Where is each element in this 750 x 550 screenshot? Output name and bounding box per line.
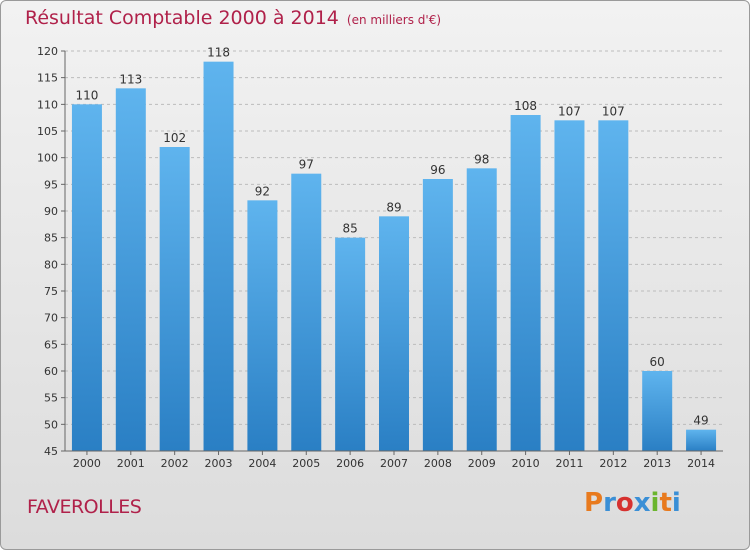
y-tick-label: 90 (44, 205, 58, 218)
x-tick-label-2004: 2004 (248, 457, 276, 470)
x-tick-label-2005: 2005 (292, 457, 320, 470)
value-label-2010: 108 (514, 99, 537, 113)
x-tick-label-2002: 2002 (161, 457, 189, 470)
x-tick-label-2009: 2009 (468, 457, 496, 470)
x-tick-label-2000: 2000 (73, 457, 101, 470)
bar-2009 (466, 168, 497, 452)
y-tick-label: 100 (37, 152, 58, 165)
x-tick-label-2007: 2007 (380, 457, 408, 470)
bar-2004 (247, 200, 278, 451)
value-label-2013: 60 (650, 355, 665, 369)
bar-2008 (422, 179, 453, 451)
logo-letter: o (615, 488, 634, 518)
y-tick-label: 75 (44, 285, 58, 298)
value-label-2000: 110 (75, 88, 98, 102)
labels: 45 50 55 60 65 70 75 80 85 90 95 100 105 110 115 120 110… (37, 45, 715, 470)
value-label-2006: 85 (342, 222, 357, 236)
x-tick-label-2006: 2006 (336, 457, 364, 470)
proxiti-logo: Proxiti (584, 488, 681, 518)
bar-2006 (335, 237, 366, 451)
logo-letter: i (650, 488, 660, 518)
value-label-2009: 98 (474, 152, 489, 166)
y-tick-label: 50 (44, 418, 58, 431)
y-tick-label: 65 (44, 338, 58, 351)
value-label-2008: 96 (430, 163, 445, 177)
chart-subtitle: (en milliers d'€) (346, 13, 442, 27)
logo-letter: t (659, 488, 672, 518)
bar-2010 (510, 115, 541, 451)
y-tick-label: 105 (37, 125, 58, 138)
bar-2013 (642, 371, 673, 451)
y-tick-label: 70 (44, 312, 58, 325)
value-label-2002: 102 (163, 131, 186, 145)
y-tick-label: 85 (44, 232, 58, 245)
axes (61, 50, 723, 455)
x-tick-label-2011: 2011 (555, 457, 583, 470)
value-label-2005: 97 (299, 158, 314, 172)
bar-2011 (554, 120, 585, 451)
town-name: FAVEROLLES (27, 496, 142, 518)
logo-letter: P (584, 488, 604, 518)
bar-2005 (291, 173, 322, 451)
bar-2007 (379, 216, 409, 451)
x-tick-label-2012: 2012 (599, 457, 627, 470)
bars (71, 61, 717, 452)
bar-2012 (598, 120, 629, 451)
value-label-2004: 92 (255, 184, 270, 198)
y-tick-label: 95 (44, 178, 58, 191)
value-label-2003: 118 (207, 46, 230, 60)
x-tick-label-2013: 2013 (643, 457, 671, 470)
y-tick-label: 115 (37, 72, 58, 85)
x-tick-label-2001: 2001 (117, 457, 145, 470)
logo-letter: r (603, 488, 616, 518)
chart-title-block: Résultat Comptable 2000 à 2014 (en millie… (25, 7, 441, 29)
value-label-2001: 113 (119, 72, 142, 86)
y-tick-label: 55 (44, 392, 58, 405)
bar-2014 (686, 429, 717, 451)
y-tick-label: 45 (44, 445, 58, 458)
bar-2001 (115, 88, 146, 451)
logo-letter: x (633, 488, 651, 518)
value-label-2014: 49 (693, 414, 708, 428)
y-tick-label: 110 (37, 98, 58, 111)
x-tick-label-2014: 2014 (687, 457, 715, 470)
logo-letter: i (671, 488, 681, 518)
y-tick-label: 60 (44, 365, 58, 378)
bar-2002 (159, 147, 190, 451)
bar-2003 (203, 61, 234, 452)
x-tick-label-2008: 2008 (424, 457, 452, 470)
x-tick-label-2010: 2010 (512, 457, 540, 470)
y-tick-label: 120 (37, 45, 58, 58)
x-tick-label-2003: 2003 (205, 457, 233, 470)
chart-title: Résultat Comptable 2000 à 2014 (25, 7, 339, 29)
value-label-2007: 89 (386, 200, 401, 214)
bar-2000 (71, 104, 102, 451)
value-label-2012: 107 (602, 104, 625, 118)
y-tick-label: 80 (44, 258, 58, 271)
value-label-2011: 107 (558, 104, 581, 118)
